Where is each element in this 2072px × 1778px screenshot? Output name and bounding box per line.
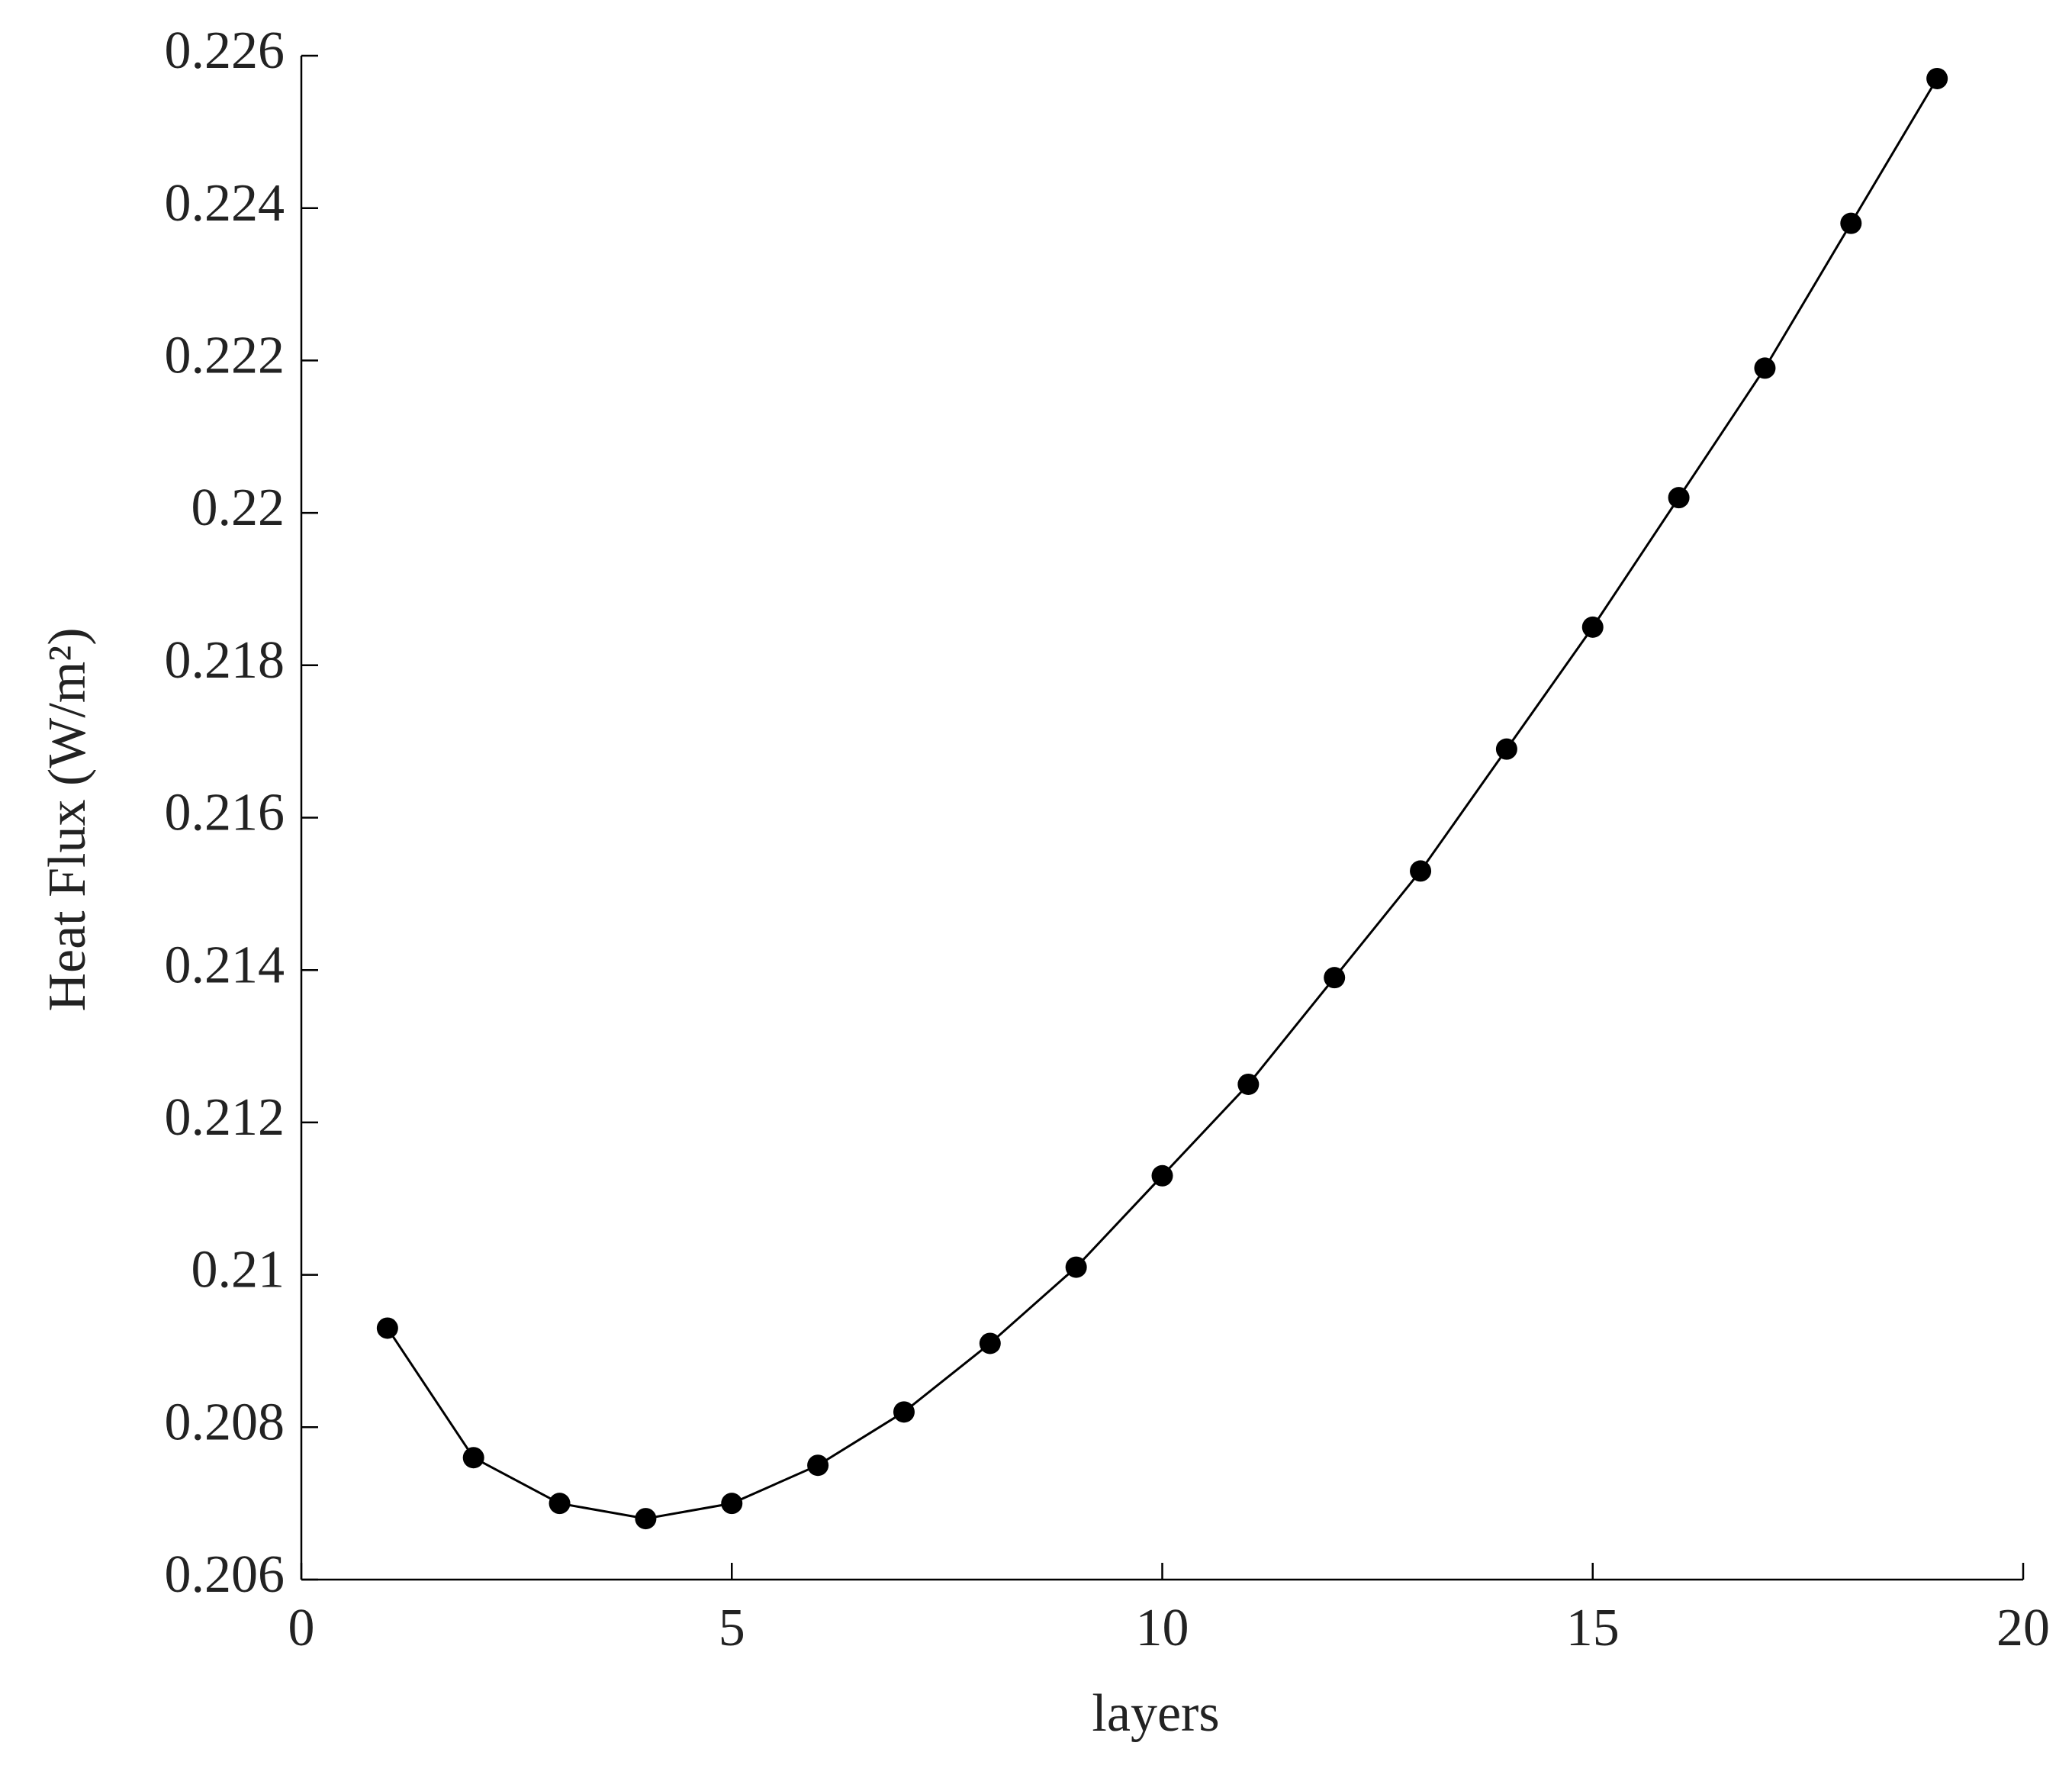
x-tick-label: 20: [1996, 1599, 2050, 1657]
y-tick-label: 0.224: [165, 174, 285, 233]
data-point: [1065, 1256, 1087, 1278]
data-point: [1581, 616, 1604, 638]
data-point: [1410, 860, 1432, 882]
data-point: [979, 1332, 1001, 1354]
data-point: [1926, 67, 1948, 89]
x-axis-label: layers: [1092, 1684, 1219, 1743]
y-tick-label: 0.226: [165, 21, 285, 80]
data-point: [721, 1493, 743, 1515]
data-point: [1151, 1164, 1173, 1187]
x-tick-label: 0: [288, 1599, 315, 1657]
x-tick-label: 10: [1136, 1599, 1189, 1657]
x-tick-label: 15: [1566, 1599, 1620, 1657]
data-point: [893, 1401, 915, 1423]
y-tick-label: 0.222: [165, 326, 285, 385]
data-point: [1324, 967, 1346, 989]
data-point: [1237, 1073, 1260, 1095]
data-point: [1840, 212, 1862, 234]
y-tick-label: 0.218: [165, 631, 285, 690]
data-point: [635, 1508, 657, 1530]
y-axis-label: Heat Flux (W/m²): [38, 627, 97, 1011]
y-tick-label: 0.208: [165, 1393, 285, 1451]
y-tick-label: 0.21: [191, 1241, 285, 1300]
y-tick-label: 0.206: [165, 1545, 285, 1604]
y-tick-label: 0.214: [165, 936, 285, 994]
data-point: [1754, 357, 1776, 379]
data-point: [1668, 487, 1690, 509]
data-point: [549, 1493, 571, 1515]
y-tick-label: 0.216: [165, 784, 285, 842]
x-tick-label: 5: [719, 1599, 745, 1657]
data-line: [386, 78, 1938, 1520]
data-point: [1495, 738, 1517, 760]
data-point: [376, 1317, 398, 1339]
y-tick-label: 0.212: [165, 1088, 285, 1147]
y-tick-label: 0.22: [191, 478, 285, 537]
data-point: [807, 1454, 829, 1477]
data-point: [462, 1447, 484, 1469]
